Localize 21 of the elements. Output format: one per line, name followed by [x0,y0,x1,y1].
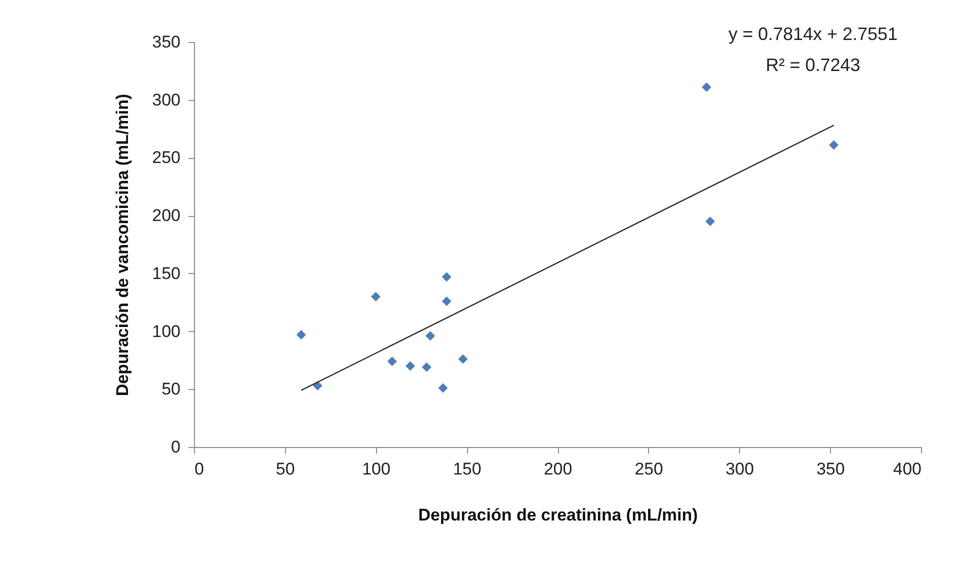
y-tick-label: 300 [152,90,180,110]
annotation: y = 0.7814x + 2.7551 [728,24,898,44]
y-tick-label: 0 [171,438,180,456]
x-tick-label: 350 [816,460,845,478]
x-tick-label: 400 [893,460,922,478]
y-tick-label: 350 [152,32,180,52]
y-tick-label: 250 [152,148,180,168]
x-tick-label: 50 [276,460,295,478]
x-tick-label: 250 [634,460,664,478]
annotation: R² = 0.7243 [766,55,860,75]
y-tick-label: 50 [162,380,180,399]
y-axis-title: Depuración de vancomicina (mL/min) [113,94,132,396]
x-tick-label: 100 [362,460,390,478]
x-tick-label: 0 [194,460,204,478]
y-tick-label: 150 [152,264,180,283]
y-tick-label: 100 [152,322,180,341]
x-tick-label: 150 [452,460,482,478]
x-axis-title: Depuración de creatinina (mL/min) [418,506,698,524]
x-tick-label: 300 [726,460,754,478]
x-tick-label: 200 [544,460,572,478]
y-tick-label: 200 [152,206,180,226]
